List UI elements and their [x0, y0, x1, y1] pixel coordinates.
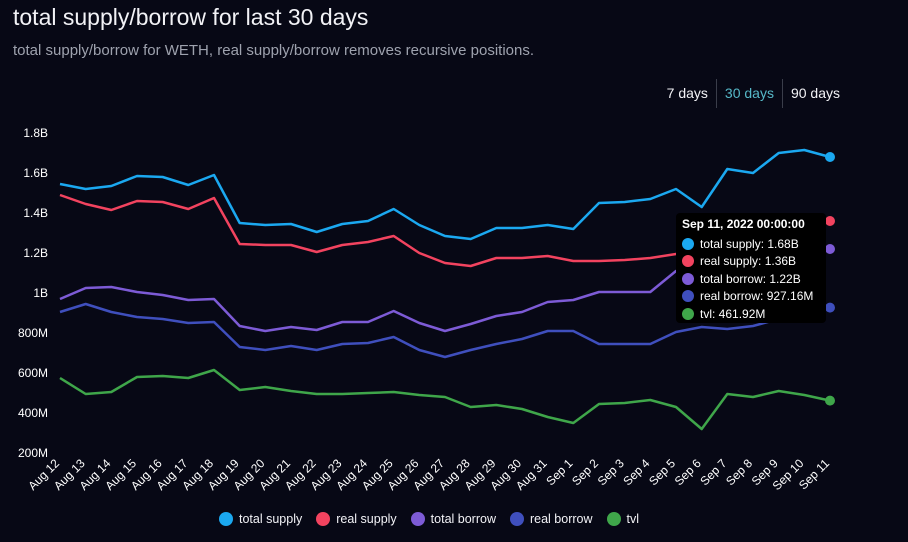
tooltip-row-text: total supply: 1.68B	[700, 236, 799, 251]
legend-marker-icon	[410, 512, 425, 526]
series-line-total-supply	[59, 148, 831, 241]
legend-label: total borrow	[430, 512, 496, 526]
tooltip-row: real borrow: 927.16M	[682, 288, 820, 306]
legend-marker-icon	[316, 512, 331, 526]
y-tick-label: 600M	[18, 366, 48, 380]
legend-marker-icon	[509, 512, 524, 526]
legend-marker-icon	[606, 512, 621, 526]
tooltip-marker-icon	[682, 307, 694, 320]
legend-item-real-supply[interactable]: real supply	[316, 512, 397, 526]
tab-divider	[715, 79, 717, 108]
data-point-total-supply	[825, 152, 835, 162]
tooltip-marker-icon	[682, 255, 694, 268]
chart-subtitle: total supply/borrow for WETH, real suppl…	[13, 42, 535, 59]
y-tick-label: 1.4B	[23, 206, 48, 220]
legend-label: total supply	[238, 512, 303, 526]
chart-legend: total supply real supply total borrow re…	[0, 512, 858, 526]
tab-30-days[interactable]: 30 days	[724, 85, 774, 101]
data-point-real-supply	[825, 216, 835, 226]
y-tick-label: 1.8B	[23, 126, 48, 140]
legend-item-total-borrow[interactable]: total borrow	[410, 512, 496, 526]
legend-item-tvl[interactable]: tvl	[606, 512, 640, 526]
y-tick-label: 1.6B	[23, 166, 48, 180]
data-point-tvl	[825, 395, 835, 406]
tooltip-marker-icon	[682, 272, 694, 285]
tooltip-row: total borrow: 1.22B	[682, 270, 820, 288]
tooltip-row: total supply: 1.68B	[682, 235, 820, 253]
tooltip-row-text: real supply: 1.36B	[700, 254, 797, 269]
x-tick-label: Sep 7	[697, 456, 729, 488]
x-tick-label: Sep 2	[569, 456, 601, 488]
y-tick-label: 200M	[18, 446, 48, 460]
legend-label: real supply	[336, 512, 397, 526]
legend-item-real-borrow[interactable]: real borrow	[509, 512, 593, 526]
tooltip-row-text: real borrow: 927.16M	[700, 289, 814, 304]
tooltip-marker-icon	[682, 290, 694, 303]
x-tick-label: Sep 8	[723, 456, 755, 488]
x-tick-label: Sep 6	[672, 456, 704, 488]
tooltip-row-text: tvl: 461.92M	[700, 306, 766, 321]
series-line-tvl	[59, 368, 831, 431]
tab-divider	[781, 79, 783, 108]
range-tabs: 7 days 30 days 90 days	[659, 79, 848, 108]
x-tick-label: Sep 3	[595, 456, 627, 488]
x-tick-label: Sep 4	[620, 456, 652, 488]
data-point-real-borrow	[825, 302, 835, 313]
tab-7-days[interactable]: 7 days	[666, 85, 708, 101]
y-tick-label: 800M	[18, 326, 48, 340]
chart-title: total supply/borrow for last 30 days	[13, 4, 369, 30]
chart-tooltip: Sep 11, 2022 00:00:00 total supply: 1.68…	[676, 213, 826, 323]
tooltip-row-text: total borrow: 1.22B	[700, 271, 801, 286]
y-tick-label: 1B	[33, 286, 48, 300]
tab-90-days[interactable]: 90 days	[790, 85, 840, 101]
data-point-total-borrow	[825, 244, 835, 254]
tooltip-row: tvl: 461.92M	[682, 305, 820, 323]
x-tick-label: Sep 1	[543, 456, 575, 488]
tooltip-title: Sep 11, 2022 00:00:00	[682, 217, 805, 231]
series-line-real-borrow	[59, 302, 831, 359]
legend-marker-icon	[218, 512, 233, 526]
y-tick-label: 400M	[18, 406, 48, 420]
legend-label: real borrow	[529, 512, 593, 526]
y-tick-label: 1.2B	[23, 246, 48, 260]
legend-label: tvl	[626, 512, 640, 526]
legend-item-total-supply[interactable]: total supply	[218, 512, 303, 526]
x-tick-label: Sep 5	[646, 456, 678, 488]
tooltip-row: real supply: 1.36B	[682, 253, 820, 271]
tooltip-marker-icon	[682, 237, 694, 250]
